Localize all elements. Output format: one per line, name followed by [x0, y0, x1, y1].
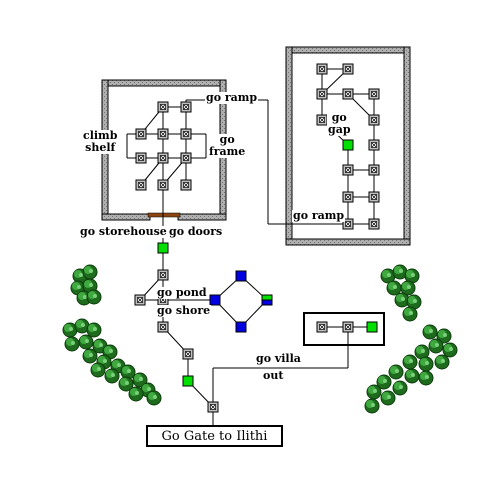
- label-go-gap[interactable]: go gap: [327, 111, 352, 136]
- label-go-villa[interactable]: go villa: [255, 352, 302, 365]
- gate-label: Go Gate to Ilithi: [161, 428, 268, 444]
- label-go-ramp-top[interactable]: go ramp: [205, 91, 259, 104]
- label-go-pond[interactable]: go pond: [156, 286, 208, 299]
- gate-to-ilithi[interactable]: Go Gate to Ilithi: [146, 425, 283, 447]
- label-go-storehouse[interactable]: go storehouse: [79, 225, 168, 238]
- label-go-doors[interactable]: go doors: [168, 225, 224, 238]
- label-go-ramp-right[interactable]: go ramp: [292, 209, 346, 222]
- villa-box: [303, 312, 385, 346]
- rooms: [134, 63, 380, 413]
- label-out[interactable]: out: [262, 369, 285, 382]
- label-go-shore[interactable]: go shore: [156, 304, 212, 317]
- label-go-frame[interactable]: go frame: [208, 133, 247, 158]
- building-right: [285, 46, 411, 246]
- trees: [62, 264, 458, 414]
- label-climb-shelf[interactable]: climb shelf: [82, 129, 119, 154]
- doors: [147, 212, 181, 218]
